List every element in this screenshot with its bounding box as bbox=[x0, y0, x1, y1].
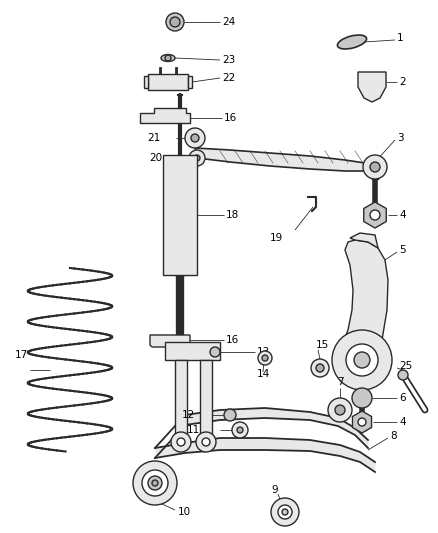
Text: 20: 20 bbox=[149, 153, 162, 163]
Text: 4: 4 bbox=[399, 417, 406, 427]
Text: 8: 8 bbox=[390, 431, 397, 441]
Text: 15: 15 bbox=[316, 340, 329, 350]
Polygon shape bbox=[350, 233, 378, 248]
Text: 18: 18 bbox=[226, 210, 239, 220]
Text: 17: 17 bbox=[15, 350, 28, 360]
Bar bbox=[165, 342, 220, 360]
Text: 6: 6 bbox=[399, 393, 406, 403]
Circle shape bbox=[398, 370, 408, 380]
Circle shape bbox=[166, 13, 184, 31]
Polygon shape bbox=[144, 76, 148, 88]
Circle shape bbox=[170, 17, 180, 27]
Circle shape bbox=[165, 55, 171, 61]
Circle shape bbox=[328, 398, 352, 422]
Circle shape bbox=[177, 438, 185, 446]
Text: 23: 23 bbox=[222, 55, 235, 65]
Circle shape bbox=[142, 470, 168, 496]
Ellipse shape bbox=[337, 35, 367, 49]
Text: 22: 22 bbox=[222, 73, 235, 83]
Circle shape bbox=[352, 388, 372, 408]
Circle shape bbox=[232, 422, 248, 438]
Polygon shape bbox=[140, 108, 190, 123]
Polygon shape bbox=[358, 72, 386, 102]
Text: 14: 14 bbox=[257, 369, 270, 379]
Circle shape bbox=[316, 364, 324, 372]
Text: 12: 12 bbox=[182, 410, 195, 420]
Circle shape bbox=[258, 351, 272, 365]
Circle shape bbox=[335, 405, 345, 415]
Text: 7: 7 bbox=[337, 377, 343, 387]
Circle shape bbox=[363, 155, 387, 179]
Text: 13: 13 bbox=[257, 347, 270, 357]
Polygon shape bbox=[188, 76, 192, 88]
Bar bbox=[175, 360, 187, 440]
Circle shape bbox=[148, 476, 162, 490]
Text: 9: 9 bbox=[272, 485, 278, 495]
Circle shape bbox=[189, 150, 205, 166]
Polygon shape bbox=[148, 74, 188, 90]
Circle shape bbox=[346, 344, 378, 376]
Circle shape bbox=[133, 461, 177, 505]
Circle shape bbox=[185, 128, 205, 148]
Circle shape bbox=[210, 347, 220, 357]
Circle shape bbox=[358, 418, 366, 426]
Polygon shape bbox=[150, 335, 190, 347]
Circle shape bbox=[152, 480, 158, 486]
Circle shape bbox=[194, 155, 200, 161]
Circle shape bbox=[171, 432, 191, 452]
Text: 16: 16 bbox=[226, 335, 239, 345]
Circle shape bbox=[282, 509, 288, 515]
Bar bbox=[200, 360, 212, 440]
Polygon shape bbox=[353, 411, 371, 433]
Circle shape bbox=[196, 432, 216, 452]
Circle shape bbox=[191, 134, 199, 142]
Circle shape bbox=[224, 409, 236, 421]
Polygon shape bbox=[364, 202, 386, 228]
Circle shape bbox=[237, 427, 243, 433]
Text: 4: 4 bbox=[399, 210, 406, 220]
Text: 21: 21 bbox=[147, 133, 160, 143]
Circle shape bbox=[311, 359, 329, 377]
Text: 16: 16 bbox=[224, 113, 237, 123]
Circle shape bbox=[271, 498, 299, 526]
Text: 1: 1 bbox=[397, 33, 404, 43]
Circle shape bbox=[202, 438, 210, 446]
Polygon shape bbox=[195, 148, 375, 171]
Text: 10: 10 bbox=[178, 507, 191, 517]
Circle shape bbox=[278, 505, 292, 519]
Circle shape bbox=[332, 330, 392, 390]
Circle shape bbox=[262, 355, 268, 361]
Circle shape bbox=[370, 162, 380, 172]
Bar bbox=[163, 155, 197, 275]
Circle shape bbox=[370, 210, 380, 220]
Text: 25: 25 bbox=[399, 361, 412, 371]
Text: 11: 11 bbox=[187, 425, 200, 435]
Circle shape bbox=[354, 352, 370, 368]
Text: 5: 5 bbox=[399, 245, 406, 255]
Text: 2: 2 bbox=[399, 77, 406, 87]
Text: 3: 3 bbox=[397, 133, 404, 143]
Text: 19: 19 bbox=[270, 233, 283, 243]
Polygon shape bbox=[338, 240, 388, 385]
Ellipse shape bbox=[161, 54, 175, 61]
Text: 24: 24 bbox=[222, 17, 235, 27]
